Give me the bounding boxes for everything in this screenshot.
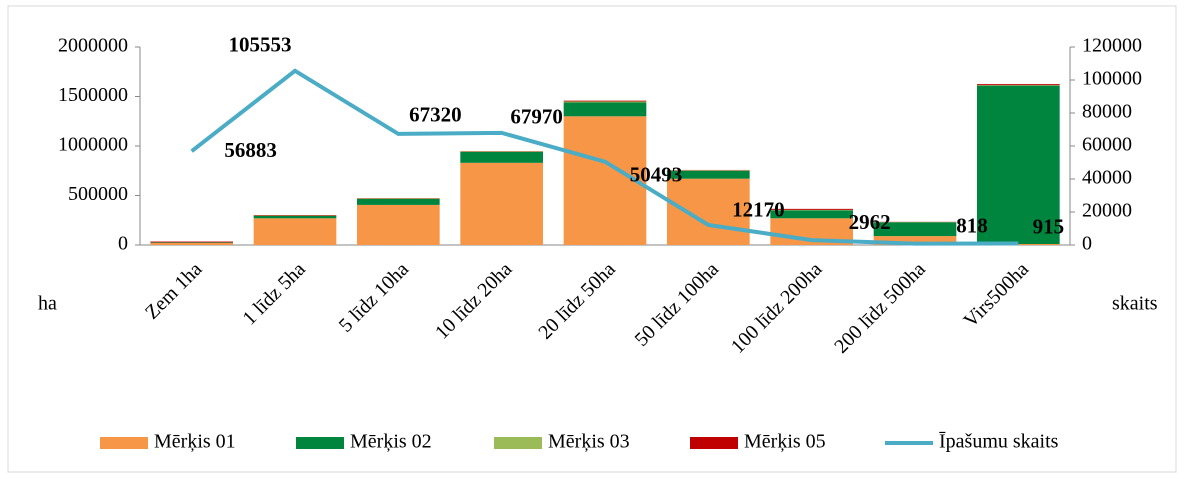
bar-segment <box>977 85 1060 245</box>
bar-segment <box>563 102 647 117</box>
bar-segment <box>770 208 853 210</box>
y2-tick-label: 100000 <box>1082 68 1142 90</box>
data-label: 12170 <box>732 198 785 222</box>
bar-segment <box>563 100 647 102</box>
bar-segment <box>460 162 543 245</box>
bar-segment <box>253 215 337 219</box>
data-label: 67970 <box>510 105 563 129</box>
legend-label: Īpašumu skaits <box>939 431 1059 453</box>
legend-swatch <box>100 437 148 449</box>
y2-tick-label: 60000 <box>1082 134 1132 156</box>
y2-tick-label: 40000 <box>1082 167 1132 189</box>
data-label: 915 <box>1033 214 1065 238</box>
data-label: 2962 <box>849 210 891 234</box>
x-tick-label: 100 līdz 200ha <box>727 258 827 358</box>
data-label: 67320 <box>409 103 462 127</box>
y-tick-label: 1500000 <box>58 84 128 106</box>
bar-segment <box>873 236 957 245</box>
legend-swatch <box>494 437 542 449</box>
y-tick-label: 1000000 <box>58 134 128 156</box>
x-tick-label: 20 līdz 50ha <box>534 258 620 344</box>
bar-segment <box>977 84 1060 86</box>
y2-tick-label: 0 <box>1082 233 1092 255</box>
bar-segment <box>563 101 647 103</box>
y-axis-label: ha <box>38 293 57 315</box>
x-tick-label: 1 līdz 5ha <box>238 258 309 329</box>
y-tick-label: 2000000 <box>58 35 128 57</box>
x-tick-label: Zem 1ha <box>141 258 207 324</box>
data-label: 56883 <box>224 138 277 162</box>
y-tick-label: 0 <box>118 233 128 255</box>
bar-segment <box>150 241 233 243</box>
data-label: 50493 <box>630 162 683 186</box>
chart-border <box>7 5 1177 473</box>
line <box>190 68 1019 246</box>
x-tick-label: 10 līdz 20ha <box>431 258 517 344</box>
x-tick-label: Virs500ha <box>959 258 1033 332</box>
legend-label: Mērķis 01 <box>154 431 236 453</box>
legend-label: Mērķis 02 <box>350 431 432 453</box>
y2-axis-label: skaits <box>1112 293 1158 315</box>
bar-segment <box>667 178 750 245</box>
y-tick-label: 500000 <box>68 183 128 205</box>
y2-tick-label: 20000 <box>1082 200 1132 222</box>
bar-segment <box>770 210 853 219</box>
legend-swatch <box>690 437 738 449</box>
x-tick-label: 50 līdz 100ha <box>631 258 724 351</box>
data-label: 818 <box>956 213 988 237</box>
x-tick-label: 5 līdz 10ha <box>335 258 413 336</box>
bar-segment <box>460 151 543 163</box>
bar-segment <box>253 218 337 245</box>
y2-tick-label: 120000 <box>1082 35 1142 57</box>
bar-segment <box>150 243 233 245</box>
bar-segment <box>667 170 750 179</box>
y2-tick-label: 80000 <box>1082 101 1132 123</box>
bar-segment <box>357 198 440 205</box>
bar-segment <box>357 204 440 245</box>
legend-label: Mērķis 03 <box>548 431 630 453</box>
bar-segment <box>873 222 957 237</box>
legend-label: Mērķis 05 <box>744 431 826 453</box>
data-label: 105553 <box>229 33 292 57</box>
x-tick-label: 200 līdz 500ha <box>830 258 930 358</box>
legend-swatch <box>296 437 344 449</box>
